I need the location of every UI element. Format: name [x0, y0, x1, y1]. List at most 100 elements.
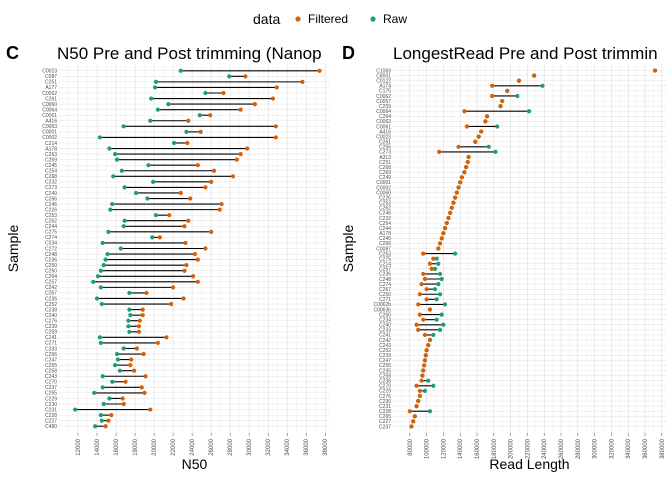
sample-row	[98, 340, 160, 346]
x-tick-label: 32000	[266, 438, 272, 455]
y-tick-label: C261	[379, 140, 391, 146]
sample-row	[114, 351, 146, 357]
sample-row	[150, 235, 162, 240]
filtered-point	[458, 180, 463, 185]
filtered-point	[436, 246, 441, 251]
y-tick-label: C0064	[376, 109, 391, 115]
sample-row	[145, 196, 193, 201]
filtered-point	[184, 263, 189, 268]
filtered-point	[273, 135, 278, 140]
raw-point	[100, 240, 105, 246]
legend-title: data	[253, 11, 280, 27]
raw-point	[110, 201, 115, 207]
sample-row	[197, 113, 213, 118]
x-tick-label: 120000	[441, 438, 447, 459]
y-tick-label: C236	[45, 257, 57, 263]
sample-row	[108, 207, 222, 212]
filtered-point	[171, 285, 176, 290]
x-tick-label: 140000	[458, 438, 464, 459]
filtered-point	[164, 335, 169, 340]
raw-point	[431, 383, 436, 388]
filtered-point	[437, 149, 442, 154]
x-axis-title: N50	[182, 456, 208, 472]
filtered-point	[245, 146, 250, 151]
sample-row	[98, 413, 114, 418]
sample-row	[458, 180, 463, 185]
filtered-point	[192, 251, 198, 257]
y-tick-label: C256	[45, 352, 57, 358]
filtered-point	[195, 279, 200, 284]
filtered-point	[462, 170, 467, 175]
sample-row	[419, 378, 431, 383]
filtered-point	[426, 343, 431, 348]
legend-label: Raw	[383, 12, 407, 26]
raw-point	[91, 279, 96, 284]
x-tick-label: 20000	[152, 438, 158, 455]
sample-row	[456, 144, 491, 149]
filtered-point	[140, 307, 145, 312]
filtered-point	[252, 102, 257, 107]
sample-row	[498, 104, 503, 109]
y-tick-label: C0061	[42, 113, 57, 119]
sample-row	[97, 335, 169, 340]
y-tick-label: C241	[45, 335, 57, 341]
x-tick-label: 300000	[593, 438, 599, 459]
filtered-point	[422, 358, 428, 363]
y-tick-label: C239	[45, 324, 57, 330]
y-tick-label: C0063	[376, 119, 391, 125]
y-tick-label: C0064	[42, 107, 57, 113]
y-tick-label: A416	[45, 119, 57, 125]
legend-item-raw: Raw	[370, 12, 407, 26]
y-tick-label: C0062b	[373, 302, 391, 308]
y-tick-label: C255	[45, 363, 57, 369]
sample-row	[500, 98, 505, 104]
legend-item-filtered: Filtered	[295, 12, 348, 26]
sample-row	[456, 185, 461, 190]
sample-row	[416, 398, 421, 404]
y-tick-label: C266	[379, 241, 391, 247]
raw-point	[73, 407, 78, 412]
sample-row	[449, 205, 454, 210]
sample-row	[100, 374, 148, 379]
sample-row	[127, 329, 141, 334]
y-tick-label: C230	[379, 399, 391, 405]
filtered-point	[139, 385, 144, 390]
raw-point	[115, 357, 121, 362]
raw-point	[127, 329, 132, 334]
sample-row	[442, 226, 448, 231]
y-tick-label: C226	[379, 195, 391, 201]
filtered-point	[132, 368, 137, 373]
y-tick-label: C0023	[42, 69, 57, 75]
raw-point	[106, 229, 111, 234]
raw-point	[101, 263, 106, 268]
sample-row	[462, 109, 532, 114]
sample-row	[437, 149, 498, 154]
y-tick-label: A174	[379, 84, 391, 90]
x-tick-label: 28000	[228, 438, 234, 455]
y-tick-label: C246	[45, 202, 57, 208]
y-tick-label: C255	[379, 363, 391, 369]
y-tick-label: C214	[379, 262, 391, 268]
raw-point	[434, 317, 439, 322]
sample-row	[203, 90, 226, 96]
filtered-point	[414, 404, 419, 409]
filtered-point	[431, 256, 436, 261]
raw-point	[148, 118, 153, 123]
raw-point	[442, 302, 448, 307]
sample-row	[414, 383, 436, 388]
sample-row	[127, 307, 145, 312]
filtered-point	[188, 196, 193, 201]
raw-point	[127, 290, 132, 296]
sample-row	[448, 210, 453, 216]
filtered-point	[423, 353, 428, 358]
sample-row	[441, 231, 446, 236]
raw-point	[117, 368, 122, 373]
y-tick-label: C245	[379, 236, 391, 242]
sample-row	[97, 135, 278, 140]
sample-row	[484, 114, 490, 119]
y-tick-label: C237	[379, 424, 391, 430]
y-tick-label: C253	[379, 201, 391, 207]
y-tick-label: C252	[45, 302, 57, 308]
y-tick-label: C272	[45, 246, 57, 252]
sample-row	[95, 274, 196, 279]
